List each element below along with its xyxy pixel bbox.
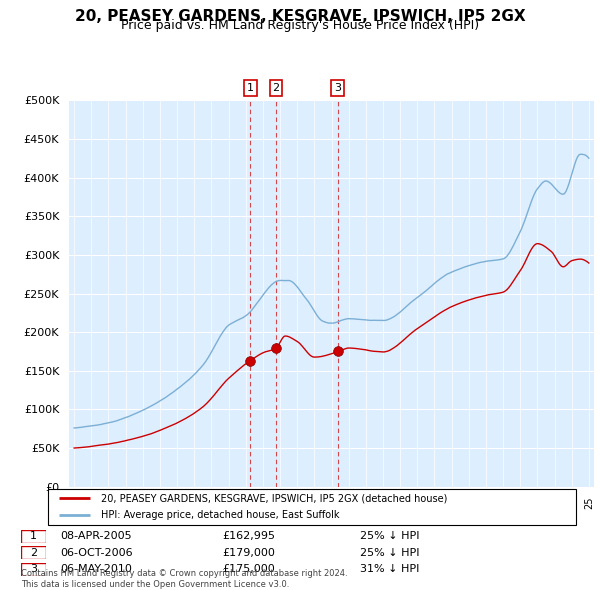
Text: 20, PEASEY GARDENS, KESGRAVE, IPSWICH, IP5 2GX (detached house): 20, PEASEY GARDENS, KESGRAVE, IPSWICH, I…	[101, 493, 447, 503]
Text: 31% ↓ HPI: 31% ↓ HPI	[360, 565, 419, 574]
Text: 08-APR-2005: 08-APR-2005	[60, 532, 131, 541]
FancyBboxPatch shape	[21, 563, 46, 576]
Text: HPI: Average price, detached house, East Suffolk: HPI: Average price, detached house, East…	[101, 510, 340, 520]
FancyBboxPatch shape	[21, 546, 46, 559]
FancyBboxPatch shape	[21, 530, 46, 543]
Text: 25% ↓ HPI: 25% ↓ HPI	[360, 548, 419, 558]
Text: Price paid vs. HM Land Registry's House Price Index (HPI): Price paid vs. HM Land Registry's House …	[121, 19, 479, 32]
Text: 06-OCT-2006: 06-OCT-2006	[60, 548, 133, 558]
FancyBboxPatch shape	[48, 489, 576, 525]
Text: 25% ↓ HPI: 25% ↓ HPI	[360, 532, 419, 541]
Text: 2: 2	[30, 548, 37, 558]
Text: 3: 3	[334, 83, 341, 93]
Text: 20, PEASEY GARDENS, KESGRAVE, IPSWICH, IP5 2GX: 20, PEASEY GARDENS, KESGRAVE, IPSWICH, I…	[74, 9, 526, 24]
Text: Contains HM Land Registry data © Crown copyright and database right 2024.
This d: Contains HM Land Registry data © Crown c…	[21, 569, 347, 589]
Text: £179,000: £179,000	[222, 548, 275, 558]
Text: 3: 3	[30, 565, 37, 574]
Text: 2: 2	[272, 83, 280, 93]
Text: 06-MAY-2010: 06-MAY-2010	[60, 565, 132, 574]
Text: £175,000: £175,000	[222, 565, 275, 574]
Text: £162,995: £162,995	[222, 532, 275, 541]
Text: 1: 1	[247, 83, 254, 93]
Text: 1: 1	[30, 532, 37, 541]
